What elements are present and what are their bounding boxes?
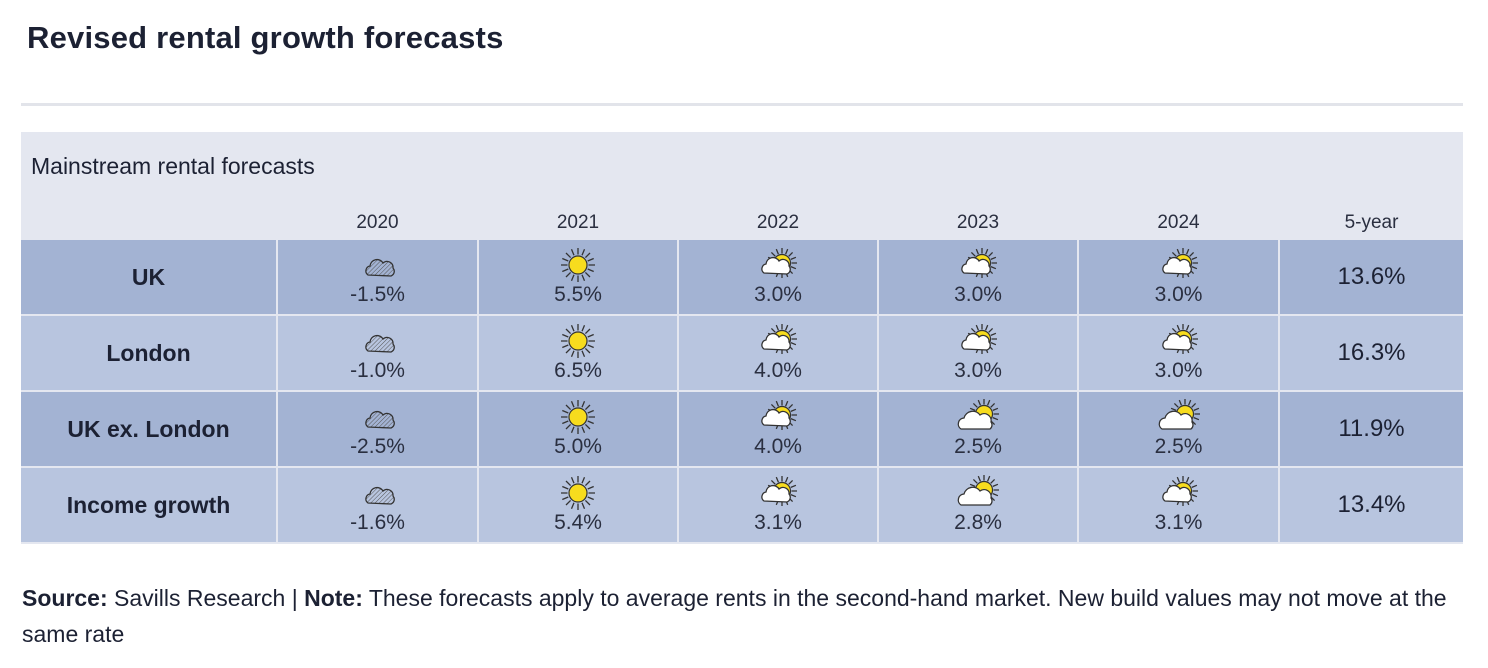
- forecast-value: 3.0%: [1154, 359, 1203, 382]
- value-cell: 3.1%: [1079, 468, 1278, 542]
- column-header: 2020: [356, 212, 399, 233]
- table-title: Mainstream rental forecasts: [31, 153, 315, 179]
- value-cell: 3.0%: [879, 316, 1077, 390]
- table-row: UK ex. London -2.5% 5.0% 4.0% 2.5% 2.5% 11.9%: [21, 392, 1463, 466]
- sun-cloud-icon: [961, 324, 997, 354]
- forecast-value: 5.4%: [554, 511, 602, 534]
- cloud-icon: [364, 334, 395, 353]
- sun-cloud-icon: [761, 400, 797, 430]
- value-cell: 3.0%: [879, 240, 1077, 314]
- sun-cloud-icon: [761, 324, 797, 354]
- sun-icon: [561, 324, 595, 358]
- sun-icon: [561, 400, 595, 434]
- title-divider: [21, 103, 1463, 106]
- cloud-icon: [364, 410, 395, 429]
- total-cell: 13.4%: [1280, 468, 1463, 542]
- value-cell: 3.0%: [679, 240, 877, 314]
- five-year-total: 13.6%: [1337, 263, 1406, 290]
- sun-cloud-icon: [961, 248, 997, 278]
- forecast-value: 4.0%: [754, 435, 802, 458]
- forecast-value: 3.0%: [1154, 283, 1203, 306]
- cloud-icon: [364, 258, 395, 277]
- row-label: London: [106, 339, 191, 366]
- value-cell: 2.5%: [879, 392, 1077, 466]
- value-cell: 5.0%: [479, 392, 677, 466]
- row-label-cell: London: [21, 316, 276, 390]
- note-text: These forecasts apply to average rents i…: [22, 585, 1447, 647]
- five-year-total: 16.3%: [1337, 339, 1406, 366]
- forecast-table-panel: Mainstream rental forecasts 2020 2021 2022…: [21, 132, 1463, 544]
- cloud-sun-icon: [957, 475, 999, 506]
- cloud-sun-icon: [1158, 399, 1200, 430]
- sun-cloud-icon: [761, 476, 797, 506]
- total-cell: 11.9%: [1280, 392, 1463, 466]
- value-cell: 3.1%: [679, 468, 877, 542]
- row-label-cell: UK: [21, 240, 276, 314]
- row-label-cell: UK ex. London: [21, 392, 276, 466]
- forecast-value: -1.0%: [350, 359, 405, 382]
- sun-cloud-icon: [1161, 476, 1198, 506]
- value-cell: -1.0%: [278, 316, 477, 390]
- forecast-value: 3.1%: [754, 511, 802, 534]
- forecast-value: 3.0%: [754, 283, 802, 306]
- value-cell: 2.5%: [1079, 392, 1278, 466]
- column-header: 2023: [956, 212, 1000, 233]
- forecast-value: 2.5%: [1154, 435, 1203, 458]
- row-label: Income growth: [66, 491, 231, 518]
- source-note: Source: Savills Research | Note: These f…: [22, 580, 1462, 652]
- sun-icon: [561, 476, 595, 510]
- column-header: 2022: [756, 212, 800, 233]
- cloud-icon: [364, 486, 395, 505]
- forecast-value: 5.0%: [554, 435, 602, 458]
- table-row: Income growth -1.6% 5.4% 3.1% 2.8% 3.1% 13.4%: [21, 468, 1463, 542]
- row-label-cell: Income growth: [21, 468, 276, 542]
- value-cell: 5.4%: [479, 468, 677, 542]
- value-cell: 3.0%: [1079, 240, 1278, 314]
- forecast-value: -1.6%: [350, 511, 405, 534]
- row-label: UK: [131, 263, 166, 290]
- forecast-value: 3.0%: [954, 359, 1002, 382]
- sun-icon: [561, 248, 595, 282]
- value-cell: -2.5%: [278, 392, 477, 466]
- value-cell: 6.5%: [479, 316, 677, 390]
- forecast-value: 6.5%: [554, 359, 602, 382]
- total-cell: 13.6%: [1280, 240, 1463, 314]
- column-header: 2024: [1157, 212, 1200, 233]
- value-cell: 4.0%: [679, 316, 877, 390]
- five-year-total: 13.4%: [1337, 491, 1406, 518]
- source-label: Source:: [22, 585, 108, 611]
- value-cell: -1.5%: [278, 240, 477, 314]
- value-cell: 5.5%: [479, 240, 677, 314]
- forecast-value: 4.0%: [754, 359, 802, 382]
- value-cell: 4.0%: [679, 392, 877, 466]
- forecast-value: -1.5%: [350, 283, 405, 306]
- forecast-value: 5.5%: [554, 283, 602, 306]
- value-cell: -1.6%: [278, 468, 477, 542]
- column-header: 5-year: [1344, 212, 1399, 233]
- forecast-value: 3.1%: [1154, 511, 1203, 534]
- value-cell: 2.8%: [879, 468, 1077, 542]
- note-label: Note:: [304, 585, 363, 611]
- forecast-value: 2.8%: [954, 511, 1002, 534]
- table-row: London -1.0% 6.5% 4.0% 3.0% 3.0% 16.3%: [21, 316, 1463, 390]
- cloud-sun-icon: [957, 399, 999, 430]
- total-cell: 16.3%: [1280, 316, 1463, 390]
- forecast-value: 3.0%: [954, 283, 1002, 306]
- page-title: Revised rental growth forecasts: [27, 20, 504, 55]
- value-cell: 3.0%: [1079, 316, 1278, 390]
- forecast-value: -2.5%: [350, 435, 405, 458]
- sun-cloud-icon: [1161, 248, 1198, 278]
- column-headers: 2020 2021 2022 2023 2024 5-year: [21, 212, 1463, 236]
- sun-cloud-icon: [761, 248, 797, 278]
- row-label: UK ex. London: [67, 415, 230, 442]
- forecast-value: 2.5%: [954, 435, 1002, 458]
- source-text: Savills Research |: [107, 585, 305, 611]
- column-header: 2021: [556, 212, 600, 233]
- table-row: UK -1.5% 5.5% 3.0% 3.0% 3.0% 13.6%: [21, 240, 1463, 314]
- sun-cloud-icon: [1161, 324, 1198, 354]
- five-year-total: 11.9%: [1338, 415, 1405, 442]
